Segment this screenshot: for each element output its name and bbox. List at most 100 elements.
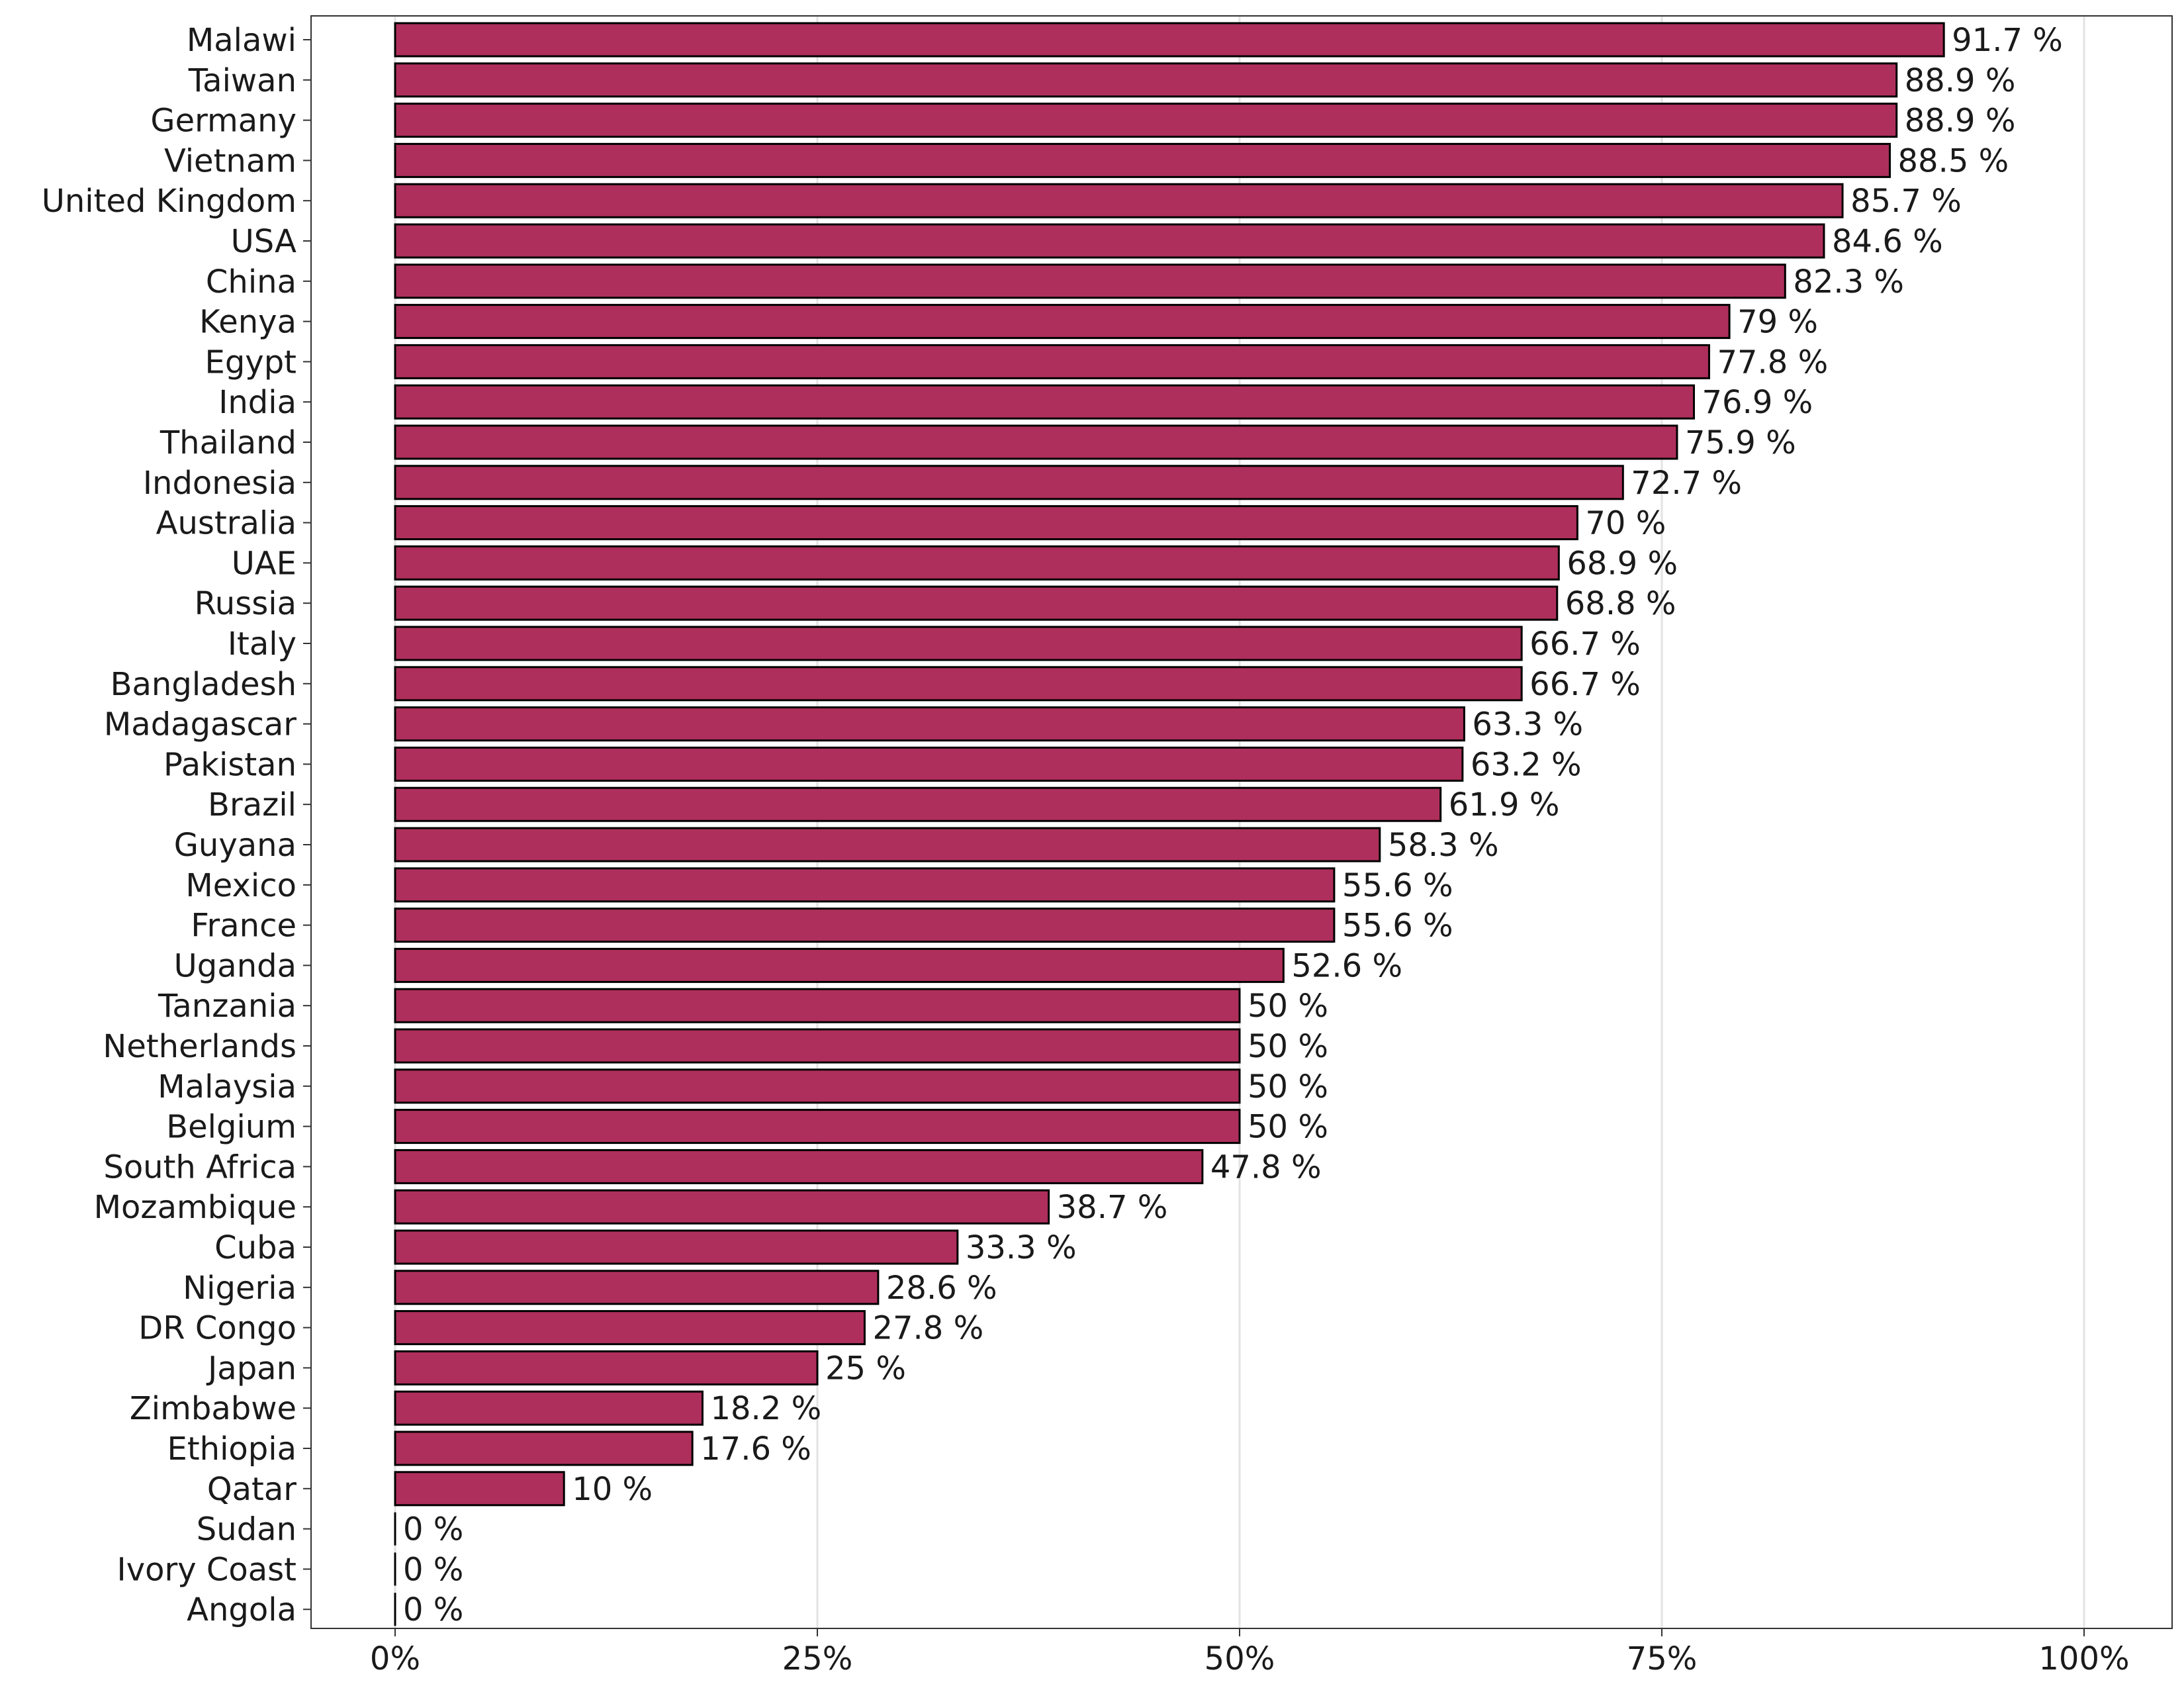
value-label: 55.6 % <box>1342 908 1453 945</box>
category-label: Ivory Coast <box>117 1551 296 1588</box>
bar <box>394 746 1464 782</box>
bar <box>394 465 1624 500</box>
value-label: 70 % <box>1585 505 1666 542</box>
value-label: 88.5 % <box>1898 142 2009 179</box>
value-label: 17.6 % <box>700 1430 811 1468</box>
category-label: Indonesia <box>143 465 296 502</box>
value-label: 18.2 % <box>710 1390 821 1427</box>
value-label: 50 % <box>1248 1109 1328 1146</box>
category-label: Belgium <box>166 1109 296 1146</box>
bar <box>394 183 1844 218</box>
category-label: Tanzania <box>158 988 296 1025</box>
category-label: Nigeria <box>183 1270 296 1307</box>
x-tick-label: 75% <box>1627 1640 1698 1677</box>
category-label: Zimbabwe <box>130 1390 296 1427</box>
category-label: Egypt <box>205 344 297 381</box>
bar <box>394 1109 1241 1145</box>
category-label: Germany <box>150 103 296 140</box>
value-label: 88.9 % <box>1905 103 2016 140</box>
bar <box>394 1350 819 1385</box>
bar <box>394 142 1891 178</box>
bar <box>394 103 1898 138</box>
value-label: 0 % <box>403 1511 463 1548</box>
value-label: 0 % <box>403 1591 463 1628</box>
category-label: Italy <box>228 626 296 663</box>
value-label: 61.9 % <box>1449 786 1560 823</box>
value-label: 66.7 % <box>1529 626 1641 663</box>
plot-panel-border <box>310 15 2173 1629</box>
x-tick-label: 25% <box>782 1640 853 1677</box>
category-label: India <box>218 384 296 421</box>
category-label: Australia <box>156 505 296 542</box>
bar <box>394 827 1381 863</box>
category-label: Pakistan <box>163 746 296 783</box>
bar <box>394 1471 565 1507</box>
bar <box>394 908 1336 943</box>
category-label: Thailand <box>159 424 296 461</box>
category-label: Uganda <box>174 947 296 984</box>
value-label: 82.3 % <box>1793 263 1904 301</box>
category-label: Mozambique <box>94 1189 296 1226</box>
category-label: Bangladesh <box>111 666 296 703</box>
bar <box>394 585 1559 621</box>
value-label: 79 % <box>1737 304 1818 341</box>
x-tick-label: 50% <box>1205 1640 1275 1677</box>
category-label: Ethiopia <box>167 1430 297 1468</box>
bar <box>394 1189 1050 1225</box>
category-label: Malaysia <box>158 1068 296 1105</box>
value-label: 0 % <box>403 1551 463 1588</box>
bar <box>394 62 1898 98</box>
bar <box>394 1430 694 1466</box>
value-label: 33.3 % <box>966 1229 1077 1266</box>
category-label: UAE <box>232 545 296 582</box>
bar <box>394 304 1731 340</box>
bar <box>394 786 1442 822</box>
category-label: Japan <box>206 1350 296 1387</box>
category-label: Angola <box>187 1591 296 1628</box>
bar <box>394 384 1695 420</box>
value-label: 68.8 % <box>1565 585 1676 622</box>
value-label: 76.9 % <box>1702 384 1813 421</box>
category-label: United Kingdom <box>42 183 296 220</box>
value-label: 58.3 % <box>1388 827 1499 864</box>
value-label: 72.7 % <box>1631 465 1742 502</box>
value-label: 10 % <box>572 1471 653 1508</box>
value-label: 55.6 % <box>1342 867 1453 904</box>
bar <box>394 344 1710 379</box>
category-label: Mexico <box>185 867 296 904</box>
bar <box>394 1390 704 1426</box>
bar <box>394 1229 959 1265</box>
bar <box>394 706 1465 742</box>
value-label: 50 % <box>1248 1068 1328 1105</box>
category-label: Qatar <box>207 1471 296 1508</box>
category-label: Russia <box>195 585 296 622</box>
bar <box>394 626 1523 661</box>
bar <box>394 988 1241 1023</box>
bar <box>394 22 1945 58</box>
value-label: 52.6 % <box>1291 947 1402 984</box>
value-label: 88.9 % <box>1905 62 2016 99</box>
value-label: 27.8 % <box>872 1310 983 1347</box>
value-label: 47.8 % <box>1210 1149 1322 1186</box>
category-label: Malawi <box>187 22 296 59</box>
category-label: Madagascar <box>104 706 296 743</box>
value-label: 50 % <box>1248 1028 1328 1065</box>
category-label: Netherlands <box>103 1028 296 1065</box>
value-labels: 91.7 %88.9 %88.9 %88.5 %85.7 %84.6 %82.3… <box>403 22 2063 1628</box>
category-label: Guyana <box>174 827 296 864</box>
bar <box>394 1028 1241 1064</box>
bar <box>394 666 1523 702</box>
category-label: Vietnam <box>164 142 296 179</box>
bar <box>394 1068 1241 1104</box>
value-label: 38.7 % <box>1057 1189 1168 1226</box>
bars <box>394 22 1945 1626</box>
value-label: 25 % <box>825 1350 906 1387</box>
bar <box>394 424 1678 460</box>
value-label: 63.3 % <box>1472 706 1583 743</box>
category-label: Cuba <box>214 1229 296 1266</box>
bar <box>394 223 1825 259</box>
x-tick-label: 0% <box>370 1640 420 1677</box>
value-label: 75.9 % <box>1685 424 1796 461</box>
